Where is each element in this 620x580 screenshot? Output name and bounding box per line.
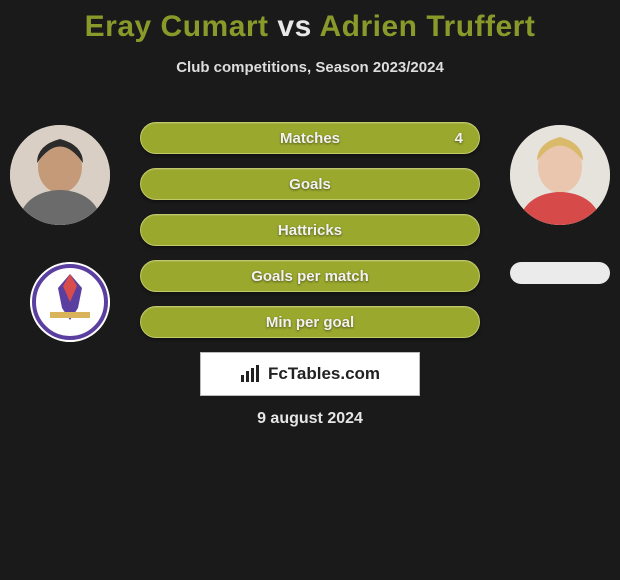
bar-min-per-goal: Min per goal <box>140 306 480 338</box>
player-1-photo <box>10 125 110 225</box>
player-2-photo <box>510 125 610 225</box>
barchart-icon <box>240 365 262 383</box>
bar-label: Goals <box>141 169 479 199</box>
player-2-name: Adrien Truffert <box>320 10 536 43</box>
bar-goals: Goals <box>140 168 480 200</box>
comparison-title: Eray Cumart vs Adrien Truffert <box>0 0 620 44</box>
stat-bars: Matches 4 Goals Hattricks Goals per matc… <box>140 122 480 352</box>
watermark-logo: FcTables.com <box>200 352 420 396</box>
bar-label: Matches <box>141 123 479 153</box>
bar-label: Goals per match <box>141 261 479 291</box>
bar-hattricks: Hattricks <box>140 214 480 246</box>
crest-icon <box>30 262 110 342</box>
club-2-crest <box>510 262 610 284</box>
bar-matches: Matches 4 <box>140 122 480 154</box>
subtitle: Club competitions, Season 2023/2024 <box>0 59 620 76</box>
avatar-icon <box>10 125 110 225</box>
bar-goals-per-match: Goals per match <box>140 260 480 292</box>
bar-label: Hattricks <box>141 215 479 245</box>
vs-word: vs <box>277 10 311 43</box>
bar-label: Min per goal <box>141 307 479 337</box>
player-1-name: Eray Cumart <box>85 10 269 43</box>
date-text: 9 august 2024 <box>0 410 620 428</box>
avatar-icon <box>510 125 610 225</box>
club-1-crest <box>30 262 110 342</box>
bar-value: 4 <box>455 123 463 153</box>
watermark-text: FcTables.com <box>268 364 380 384</box>
